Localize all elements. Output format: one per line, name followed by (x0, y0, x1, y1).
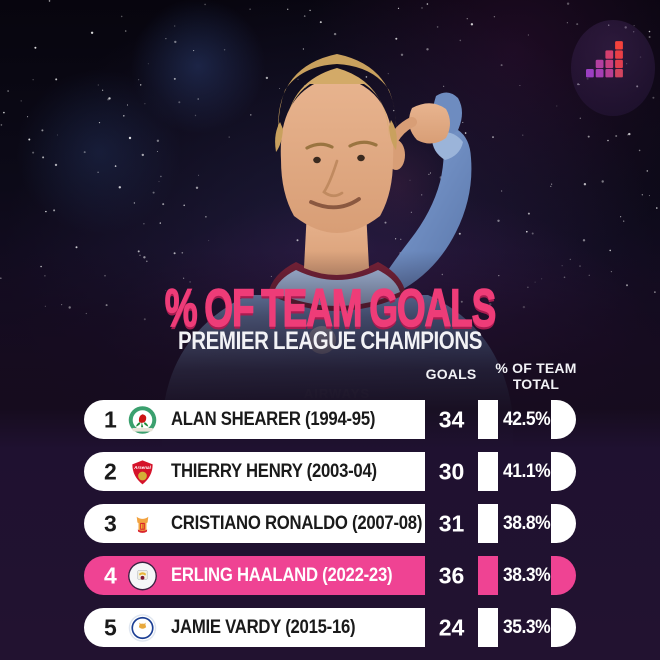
svg-text:Arsenal: Arsenal (133, 465, 151, 470)
